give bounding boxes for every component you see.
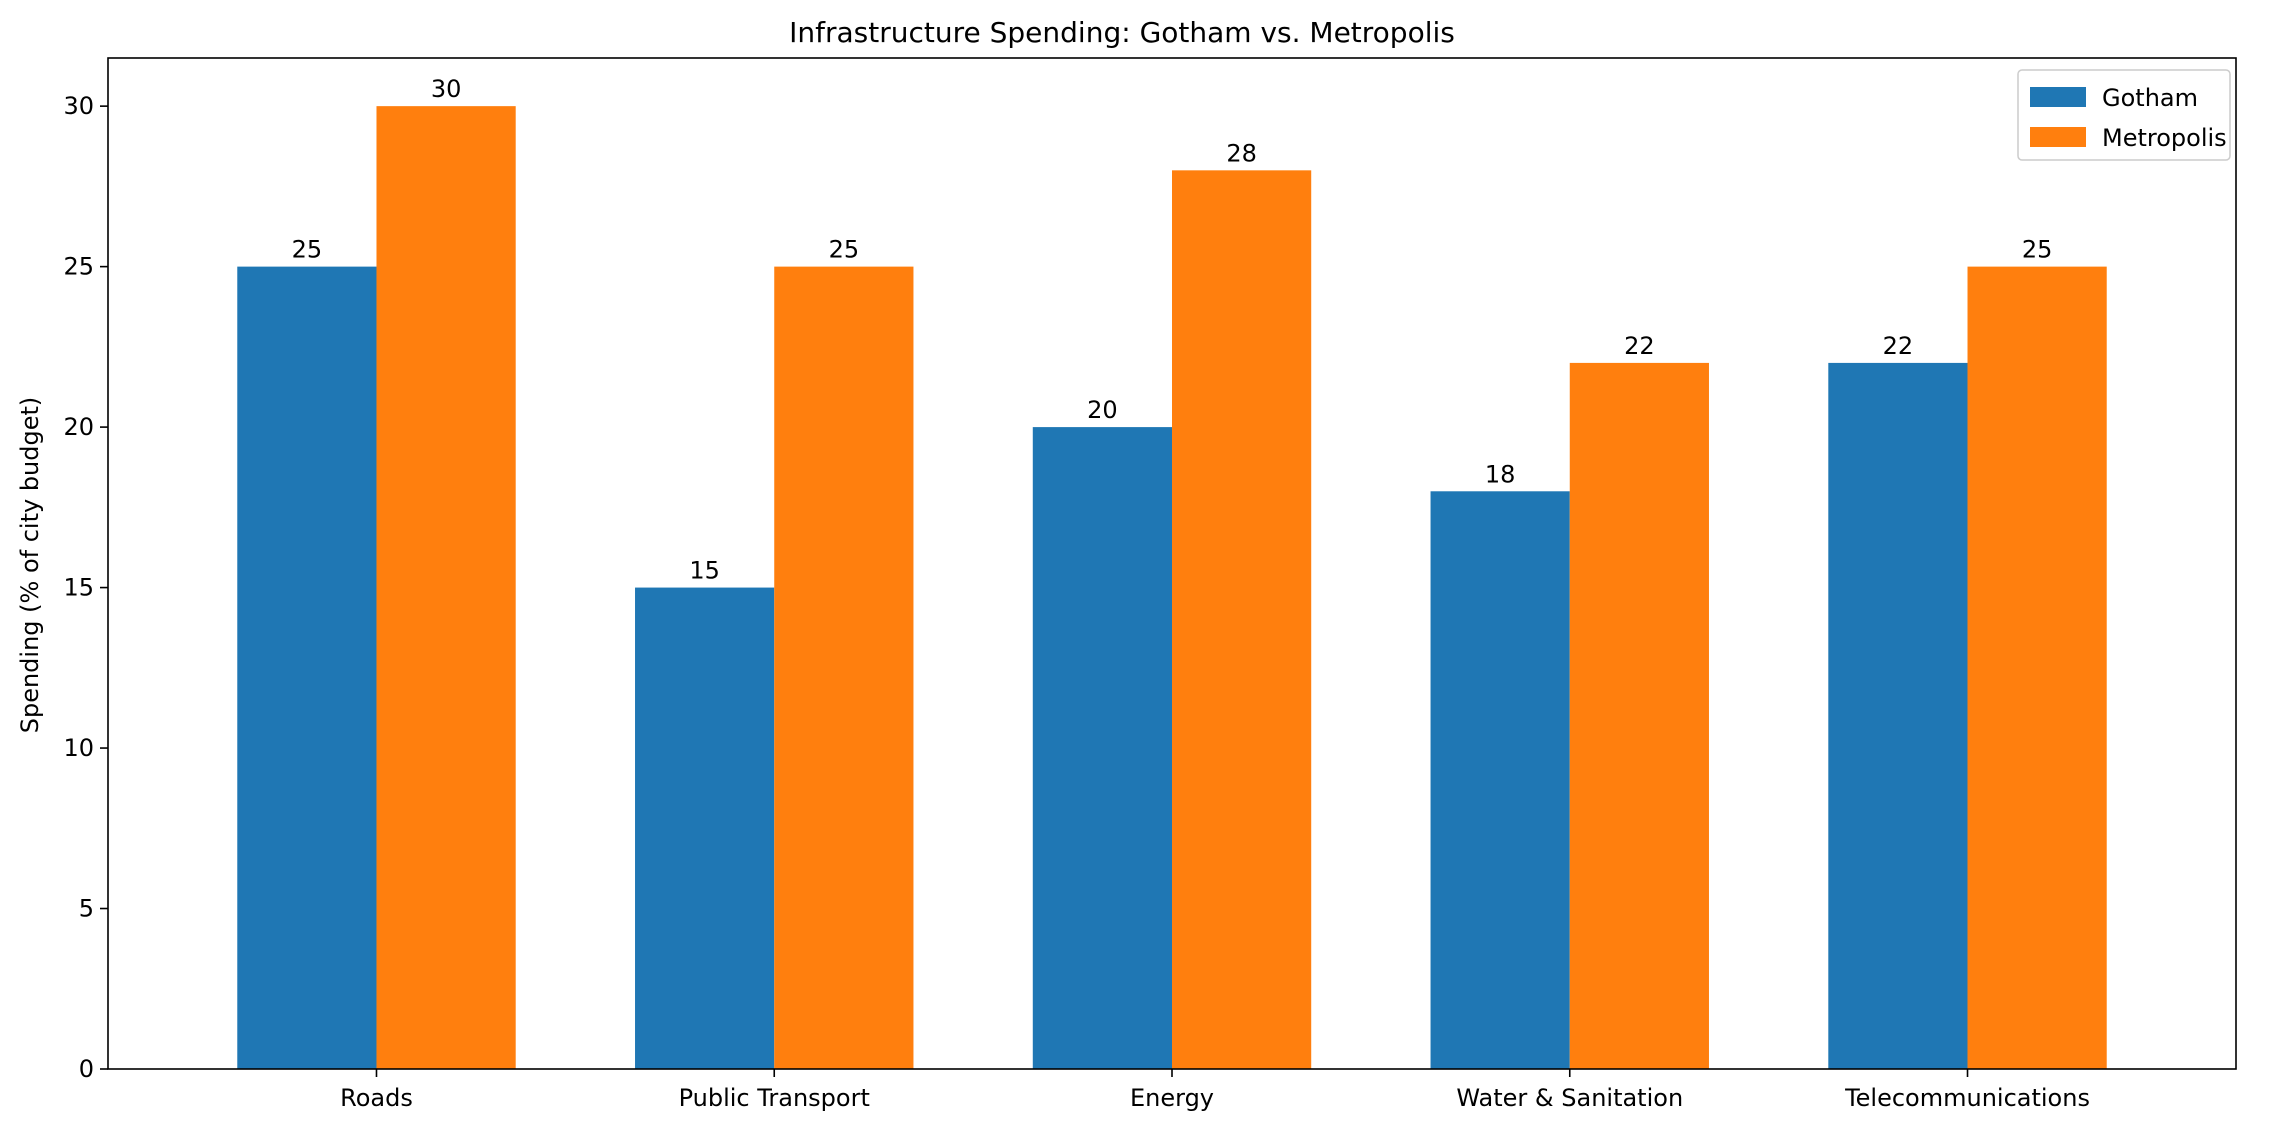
y-tick-label: 20: [63, 413, 94, 441]
bar-gotham-4: [1828, 362, 1968, 1069]
data-label-metropolis-0: 30: [431, 75, 462, 103]
data-label-gotham-0: 25: [292, 236, 323, 264]
bar-gotham-1: [635, 587, 775, 1069]
data-labels-group: 25 15 20 18 22 30 25 28 22 25: [292, 75, 2053, 584]
plot-frame: [107, 57, 2237, 1070]
legend-label-gotham: Gotham: [2102, 84, 2198, 112]
y-axis-label: Spending (% of city budget): [16, 397, 44, 734]
x-tick-label: Roads: [340, 1084, 413, 1112]
x-tick-label: Energy: [1130, 1084, 1214, 1112]
bar-metropolis-4: [1967, 266, 2107, 1070]
bar-gotham-3: [1430, 491, 1570, 1069]
data-label-metropolis-3: 22: [1624, 332, 1655, 360]
y-tick-label: 0: [79, 1055, 94, 1083]
legend-swatch-gotham: [2030, 87, 2086, 107]
legend-label-metropolis: Metropolis: [2102, 124, 2227, 152]
bar-gotham-2: [1032, 427, 1172, 1070]
data-label-metropolis-1: 25: [829, 236, 860, 264]
bars-group: [237, 106, 2107, 1070]
x-axis: Roads Public Transport Energy Water & Sanit…: [340, 1069, 2090, 1112]
x-tick-label: Water & Sanitation: [1456, 1084, 1683, 1112]
y-tick-label: 5: [79, 895, 94, 923]
legend: Gotham Metropolis: [2017, 69, 2231, 161]
bar-metropolis-2: [1172, 170, 1312, 1070]
y-tick-label: 30: [63, 92, 94, 120]
y-tick-label: 10: [63, 734, 94, 762]
data-label-metropolis-4: 25: [2022, 236, 2053, 264]
chart-title: Infrastructure Spending: Gotham vs. Metr…: [789, 16, 1455, 49]
bar-gotham-0: [237, 266, 377, 1070]
x-tick-label: Telecommunications: [1844, 1084, 2090, 1112]
y-axis: 0 5 10 15 20 25 30: [63, 92, 108, 1083]
data-label-gotham-2: 20: [1087, 396, 1118, 424]
data-label-metropolis-2: 28: [1226, 139, 1257, 167]
data-label-gotham-1: 15: [689, 557, 720, 585]
y-tick-label: 25: [63, 253, 94, 281]
data-label-gotham-3: 18: [1485, 460, 1516, 488]
data-label-gotham-4: 22: [1883, 332, 1914, 360]
y-tick-label: 15: [63, 574, 94, 602]
bar-metropolis-1: [774, 266, 914, 1070]
bar-metropolis-3: [1569, 362, 1709, 1069]
bar-metropolis-0: [376, 106, 516, 1069]
x-tick-label: Public Transport: [679, 1084, 870, 1112]
legend-swatch-metropolis: [2030, 127, 2086, 147]
